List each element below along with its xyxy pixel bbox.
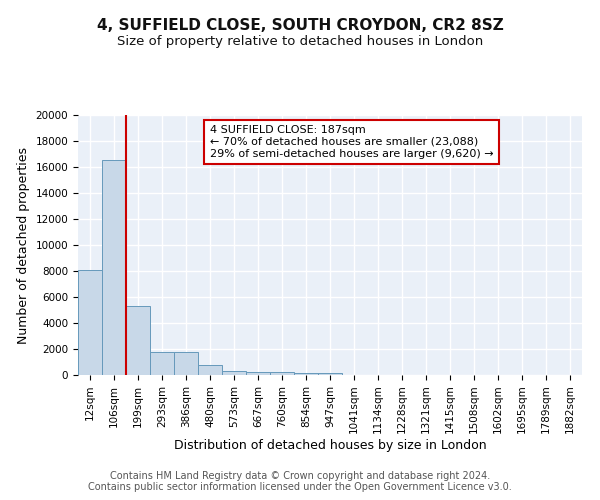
Text: Size of property relative to detached houses in London: Size of property relative to detached ho… <box>117 35 483 48</box>
Bar <box>78 270 102 375</box>
Bar <box>270 372 294 375</box>
Text: 4, SUFFIELD CLOSE, SOUTH CROYDON, CR2 8SZ: 4, SUFFIELD CLOSE, SOUTH CROYDON, CR2 8S… <box>97 18 503 32</box>
Bar <box>102 160 126 375</box>
Bar <box>246 372 270 375</box>
Y-axis label: Number of detached properties: Number of detached properties <box>17 146 30 344</box>
Bar <box>222 371 246 375</box>
Bar <box>126 306 150 375</box>
Text: 4 SUFFIELD CLOSE: 187sqm
← 70% of detached houses are smaller (23,088)
29% of se: 4 SUFFIELD CLOSE: 187sqm ← 70% of detach… <box>210 126 494 158</box>
Bar <box>150 352 174 375</box>
Bar <box>318 373 342 375</box>
Text: Contains HM Land Registry data © Crown copyright and database right 2024.
Contai: Contains HM Land Registry data © Crown c… <box>88 471 512 492</box>
Bar <box>198 365 222 375</box>
Bar <box>294 372 318 375</box>
X-axis label: Distribution of detached houses by size in London: Distribution of detached houses by size … <box>173 439 487 452</box>
Bar <box>174 352 198 375</box>
